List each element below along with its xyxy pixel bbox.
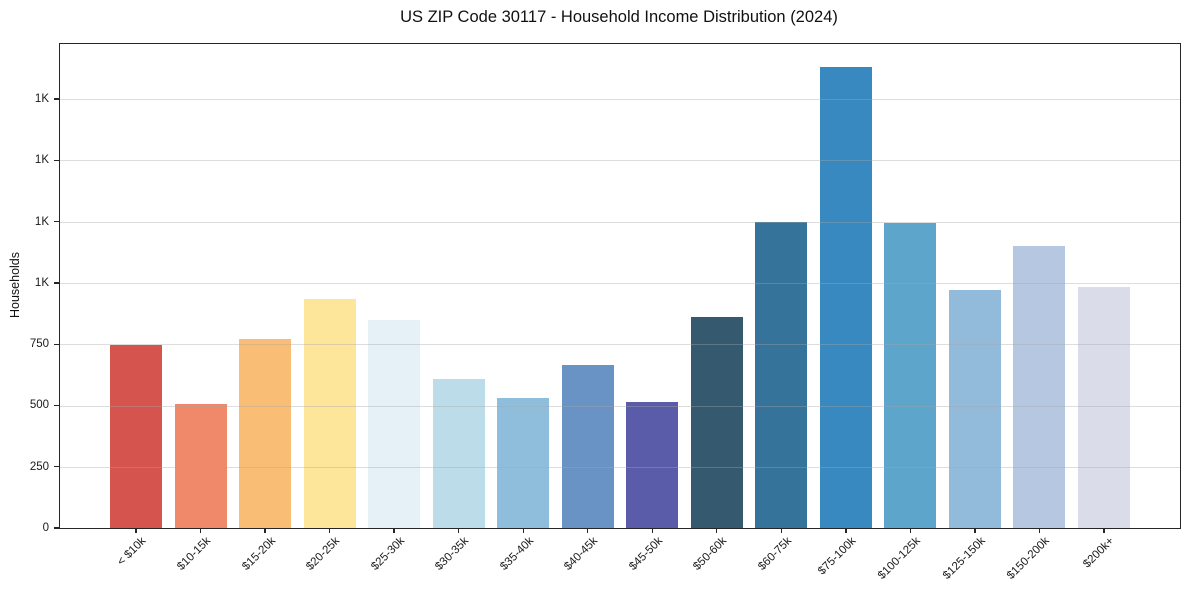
x-tick-mark [587,528,589,533]
y-tick-label: 1K [34,215,49,228]
x-tick-mark [974,528,976,533]
bar-$25-30k [368,319,421,528]
gridline [60,99,1180,101]
gridline [60,466,1180,468]
x-tick-label: $30-35k [433,535,472,573]
chart-title: US ZIP Code 30117 - Household Income Dis… [400,8,838,26]
bar-$35-40k [497,398,550,528]
x-tick-label: $60-75k [755,535,794,573]
x-tick-label: $75-100k [815,535,859,578]
gridline [60,405,1180,407]
bar-$50-60k [690,317,743,528]
y-tick-mark [53,466,59,468]
x-tick-label: $100-125k [875,535,923,582]
x-tick-label: < $10k [115,535,149,569]
x-tick-mark [393,528,395,533]
x-tick-label: $45-50k [626,535,665,573]
bar-< $10k [110,345,162,528]
gridline [60,160,1180,162]
x-tick-label: $200k+ [1081,535,1117,571]
y-tick-mark [53,527,59,529]
y-tick-label: 500 [29,399,49,412]
plot-area: < $10k $10-15k $15-20k $20-25k $25-30k $30-35… [30,43,1181,582]
bar-$45-50k [626,401,679,528]
y-tick-label: 1K [34,93,49,106]
y-tick-mark [53,282,59,284]
bar-$200k+ [1078,286,1130,528]
x-tick-label: $35-40k [497,535,536,573]
y-tick-label: 1K [34,276,49,289]
y-tick-mark [53,343,59,345]
bar-$20-25k [303,298,356,528]
x-tick-label: $125-150k [940,535,988,582]
x-tick-label: $10-15k [175,535,214,573]
x-tick-mark [199,528,202,533]
x-tick-mark [264,528,266,533]
x-tick-mark [909,528,912,533]
x-tick-mark [457,528,460,533]
y-tick-mark [53,220,59,223]
x-tick-mark [328,528,331,533]
bar-$100-125k [884,222,937,528]
x-tick-mark [716,528,718,533]
x-tick-label: $20-25k [304,535,343,573]
gridline [60,221,1180,223]
y-tick-label: 250 [29,460,49,473]
x-tick-label: $150-200k [1005,535,1052,582]
bar-$10-15k [174,404,227,528]
bar-$75-100k [819,67,872,528]
y-tick-label: 0 [42,522,49,534]
y-tick-mark [53,404,59,407]
bar-$15-20k [239,339,292,528]
x-tick-mark [522,528,524,533]
y-tick-label: 1K [34,154,49,167]
x-tick-mark [135,528,137,533]
x-tick-mark [1103,528,1105,533]
x-tick-label: $15-20k [239,535,278,573]
x-tick-label: $40-45k [562,535,601,573]
bar-$30-35k [432,378,485,528]
bar-$150-200k [1013,246,1066,528]
gridline [60,344,1180,346]
gridline [60,282,1180,284]
x-tick-mark [651,528,653,533]
x-tick-label: $50-60k [691,535,730,573]
y-tick-mark [53,159,59,162]
y-tick-mark [53,98,59,100]
bar-$60-75k [755,221,808,528]
x-tick-mark [845,528,847,533]
bar-$125-150k [948,290,1001,528]
x-tick-mark [780,528,783,533]
x-tick-label: $25-30k [368,535,407,573]
bar-$40-45k [561,365,614,528]
x-tick-mark [1038,528,1041,533]
y-tick-label: 750 [29,338,49,351]
